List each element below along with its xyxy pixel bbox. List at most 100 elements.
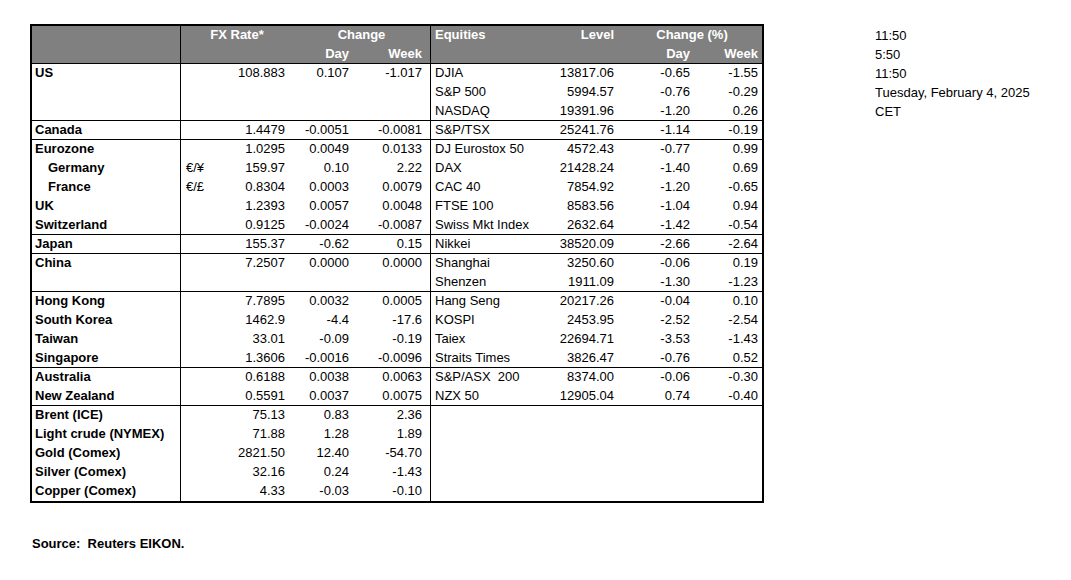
equities-change-pct-header: Change (%) xyxy=(622,26,762,45)
equity-index-name: Straits Times xyxy=(430,349,547,367)
region-label xyxy=(32,273,180,291)
equity-week-change-value: -0.65 xyxy=(698,178,762,197)
region-label: China xyxy=(32,254,180,273)
table-row: Brent (ICE)75.130.832.36 xyxy=(32,406,762,425)
fx-rate-value: 1.3606 xyxy=(210,349,293,367)
fx-day-change-value xyxy=(293,83,357,102)
fx-week-change-value xyxy=(357,83,430,102)
footer-notes: Source: Reuters EIKON. * FX Rate for USD… xyxy=(32,503,697,580)
region-label: Light crude (NYMEX) xyxy=(32,425,180,444)
table-row: Light crude (NYMEX)71.881.281.89 xyxy=(32,425,762,444)
equity-index-name xyxy=(430,406,547,425)
equity-week-change-value: -0.19 xyxy=(698,121,762,139)
fx-rate-value: 0.5591 xyxy=(210,387,293,405)
fx-pair-label: €/¥ xyxy=(180,159,210,178)
equity-week-change-value: 0.26 xyxy=(698,102,762,120)
equity-day-change-value xyxy=(622,406,698,425)
fx-day-change-value: 0.24 xyxy=(293,463,357,482)
fx-week-change-value: 0.0079 xyxy=(357,178,430,197)
fx-pair-label xyxy=(180,444,210,463)
equity-week-change-value: -1.23 xyxy=(698,273,762,291)
equity-day-change-value xyxy=(622,444,698,463)
fx-day-change-value: 0.0057 xyxy=(293,197,357,216)
fx-rate-value xyxy=(210,102,293,120)
equity-week-change-value xyxy=(698,406,762,425)
region-label: Eurozone xyxy=(32,140,180,159)
region-label: Singapore xyxy=(32,349,180,367)
fx-day-change-value: 0.0000 xyxy=(293,254,357,273)
equity-day-change-value: -0.77 xyxy=(622,140,698,159)
equity-level-value xyxy=(547,463,622,482)
empty-header-cell xyxy=(180,45,293,63)
fx-rate-value: 0.6188 xyxy=(210,368,293,387)
equity-week-change-value xyxy=(698,425,762,444)
region-label xyxy=(32,102,180,120)
equity-index-name xyxy=(430,463,547,482)
equity-week-change-value: 0.52 xyxy=(698,349,762,367)
region-label: Germany xyxy=(32,159,180,178)
equity-index-name xyxy=(430,482,547,501)
equity-day-change-value: -0.04 xyxy=(622,292,698,311)
fx-week-change-value: -1.017 xyxy=(357,64,430,83)
fx-day-change-value: -0.0024 xyxy=(293,216,357,234)
fx-pair-label xyxy=(180,425,210,444)
equity-week-change-value xyxy=(698,463,762,482)
equity-index-name: Shanghai xyxy=(430,254,547,273)
region-label: Hong Kong xyxy=(32,292,180,311)
fx-week-change-value: -0.10 xyxy=(357,482,430,501)
equity-level-value xyxy=(547,406,622,425)
region-label: France xyxy=(32,178,180,197)
corner-cell xyxy=(32,45,180,63)
equity-index-name: S&P/ASX 200 xyxy=(430,368,547,387)
equity-level-value: 13817.06 xyxy=(547,64,622,83)
equity-day-change-value: -1.20 xyxy=(622,178,698,197)
fx-pair-label xyxy=(180,216,210,234)
table-row: South Korea1462.9-4.4-17.6KOSPI2453.95-2… xyxy=(32,311,762,330)
equity-day-change-value: -1.40 xyxy=(622,159,698,178)
timestamp-line: CET xyxy=(875,102,1030,121)
fx-week-change-value: -1.43 xyxy=(357,463,430,482)
fx-pair-label xyxy=(180,368,210,387)
fx-rate-value: 7.2507 xyxy=(210,254,293,273)
equity-index-name: S&P/TSX xyxy=(430,121,547,139)
equity-day-change-value: -1.20 xyxy=(622,102,698,120)
source-note: Source: Reuters EIKON. xyxy=(32,533,697,554)
region-label xyxy=(32,83,180,102)
fx-week-change-value: 0.0005 xyxy=(357,292,430,311)
equity-week-change-value: -0.29 xyxy=(698,83,762,102)
fx-pair-label xyxy=(180,254,210,273)
table-row: China7.25070.00000.0000Shanghai3250.60-0… xyxy=(32,254,762,273)
fx-week-change-value xyxy=(357,102,430,120)
fx-week-change-value: 2.22 xyxy=(357,159,430,178)
equity-level-value: 19391.96 xyxy=(547,102,622,120)
equity-day-change-value: -3.53 xyxy=(622,330,698,349)
equity-week-change-value: -1.43 xyxy=(698,330,762,349)
equity-level-value: 12905.04 xyxy=(547,387,622,405)
region-label: New Zealand xyxy=(32,387,180,405)
fx-day-change-value: -4.4 xyxy=(293,311,357,330)
fx-week-change-value: -0.19 xyxy=(357,330,430,349)
equity-day-change-value: -0.76 xyxy=(622,83,698,102)
fx-pair-label: €/£ xyxy=(180,178,210,197)
equity-level-value: 4572.43 xyxy=(547,140,622,159)
region-label: Gold (Comex) xyxy=(32,444,180,463)
fx-change-column-header: Change xyxy=(293,26,430,45)
table-row: US108.8830.107-1.017DJIA13817.06-0.65-1.… xyxy=(32,64,762,83)
equity-day-change-value: 0.74 xyxy=(622,387,698,405)
fx-week-change-value: 0.0063 xyxy=(357,368,430,387)
equity-level-value: 7854.92 xyxy=(547,178,622,197)
fx-pair-label xyxy=(180,235,210,253)
fx-day-change-value: -0.09 xyxy=(293,330,357,349)
fx-rate-value: 7.7895 xyxy=(210,292,293,311)
fx-pair-label xyxy=(180,140,210,159)
table-row: Singapore1.3606-0.0016-0.0096Straits Tim… xyxy=(32,349,762,368)
equity-index-name: DAX xyxy=(430,159,547,178)
fx-week-change-value: 2.36 xyxy=(357,406,430,425)
corner-cell xyxy=(32,26,180,45)
fx-rate-value: 75.13 xyxy=(210,406,293,425)
equity-week-change-value: -0.30 xyxy=(698,368,762,387)
equity-level-value: 5994.57 xyxy=(547,83,622,102)
table-row: Copper (Comex)4.33-0.03-0.10 xyxy=(32,482,762,501)
table-row: UK1.23930.00570.0048FTSE 1008583.56-1.04… xyxy=(32,197,762,216)
market-data-table: FX Rate* Change Equities Level Change (%… xyxy=(30,24,764,503)
